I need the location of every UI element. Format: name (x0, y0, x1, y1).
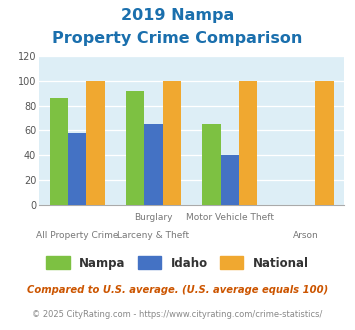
Bar (163, 81, 181, 205)
Bar (144, 124, 163, 205)
Text: 2019 Nampa: 2019 Nampa (121, 8, 234, 23)
Bar (239, 81, 257, 205)
Text: Motor Vehicle Theft: Motor Vehicle Theft (186, 213, 274, 222)
Bar (221, 155, 239, 205)
Bar (68, 133, 86, 205)
Text: Larceny & Theft: Larceny & Theft (118, 231, 190, 240)
Bar (126, 91, 144, 205)
Text: All Property Crime: All Property Crime (36, 231, 119, 240)
Bar (50, 98, 68, 205)
Text: © 2025 CityRating.com - https://www.cityrating.com/crime-statistics/: © 2025 CityRating.com - https://www.city… (32, 310, 323, 318)
Text: Arson: Arson (293, 231, 319, 240)
Legend: Nampa, Idaho, National: Nampa, Idaho, National (42, 252, 313, 274)
Bar (315, 81, 334, 205)
Bar (86, 81, 105, 205)
Text: Compared to U.S. average. (U.S. average equals 100): Compared to U.S. average. (U.S. average … (27, 285, 328, 295)
Text: Property Crime Comparison: Property Crime Comparison (52, 31, 303, 46)
Text: Burglary: Burglary (134, 213, 173, 222)
Bar (202, 124, 221, 205)
